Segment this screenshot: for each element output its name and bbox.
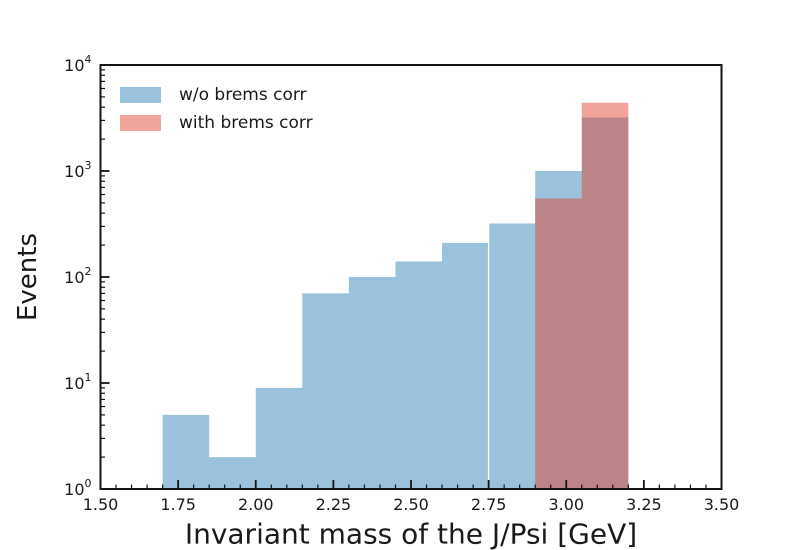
x-tick-label: 3.50 [704,495,740,514]
y-tick-label: 103 [64,159,91,181]
legend-swatch-blue [120,86,161,103]
series-1-histogram [535,102,629,490]
x-tick-label: 2.50 [393,495,429,514]
y-tick-label: 102 [64,265,91,287]
y-tick-label: 104 [64,53,91,75]
legend: w/o brems corr with brems corr [120,84,313,133]
legend-swatch-red [120,114,161,131]
y-tick-label: 101 [64,371,91,393]
plot-border [99,64,723,490]
series-0-histogram [162,117,629,489]
legend-item-wo-brems: w/o brems corr [120,84,313,105]
y-axis-label: Events [13,232,43,322]
x-tick-label: 1.75 [160,495,196,514]
legend-label-with-brems: with brems corr [179,112,313,133]
x-tick-label: 3.00 [548,495,584,514]
legend-label-wo-brems: w/o brems corr [179,84,307,105]
x-axis-label: Invariant mass of the J/Psi [GeV] [184,517,638,550]
x-tick-label: 2.75 [471,495,507,514]
x-tick-label: 3.25 [626,495,662,514]
x-tick-label: 2.00 [238,495,274,514]
x-tick-label: 2.25 [316,495,352,514]
legend-item-with-brems: with brems corr [120,112,313,133]
x-tick-label: 1.50 [83,495,119,514]
